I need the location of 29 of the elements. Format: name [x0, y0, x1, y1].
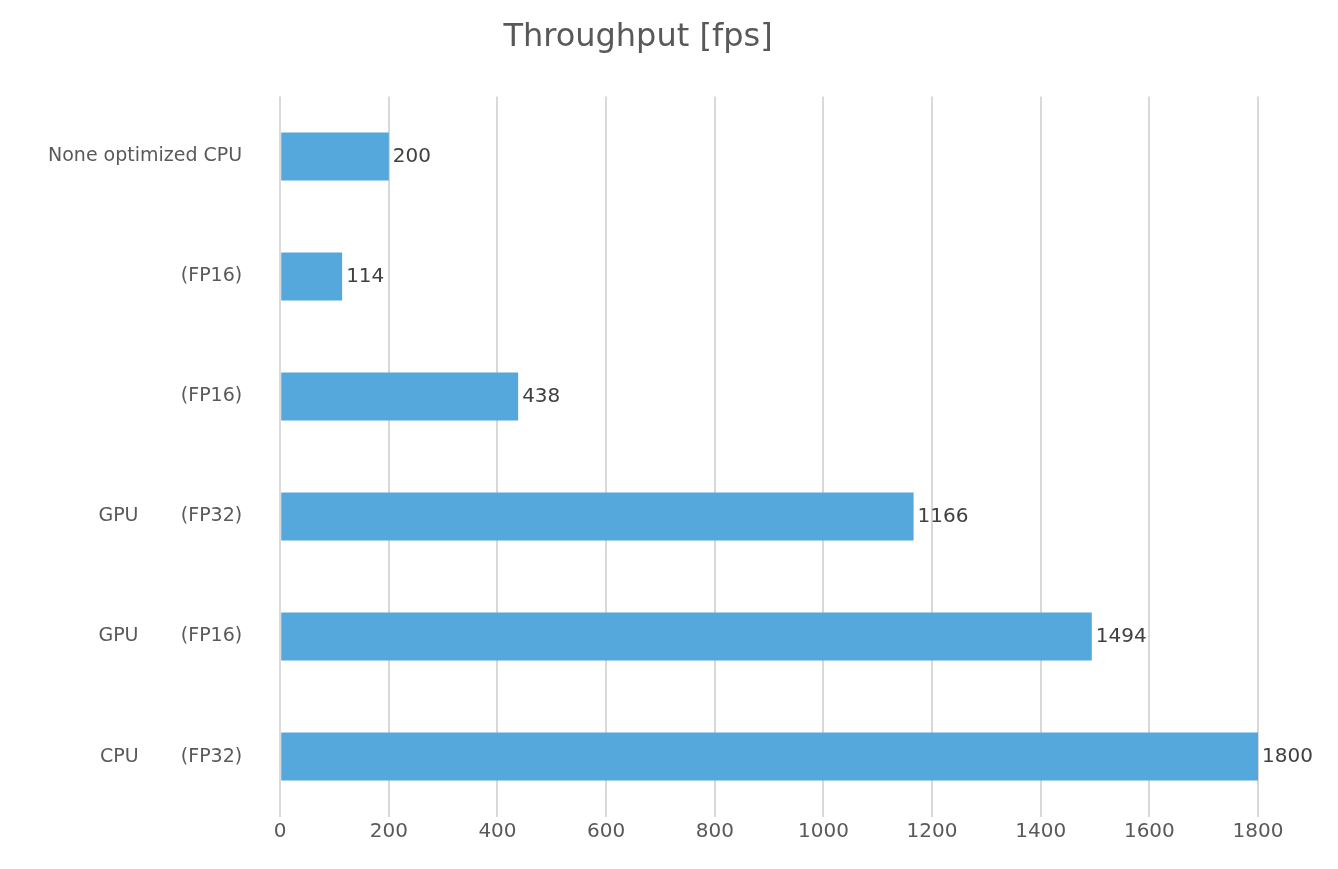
x-tick-label: 400 [478, 817, 517, 842]
bar [281, 492, 914, 541]
x-tick-label: 1000 [797, 817, 849, 842]
bar [281, 732, 1258, 781]
x-tick-label: 1600 [1123, 817, 1175, 842]
x-tick-label: 1400 [1015, 817, 1067, 842]
y-tick-label: None optimized CPU [48, 143, 243, 166]
bar [281, 372, 519, 421]
data-label: 1800 [1262, 742, 1313, 767]
bar [281, 252, 343, 301]
data-label: 1166 [917, 502, 969, 527]
y-tick-label: (FP16) [180, 263, 243, 286]
bar [281, 132, 389, 181]
x-tick-label: 800 [695, 817, 734, 842]
x-tick-label: 1800 [1232, 817, 1284, 842]
x-tick-label: 1200 [906, 817, 958, 842]
data-label: 200 [392, 142, 432, 167]
chart-title: Throughput [fps] [502, 15, 773, 54]
data-label: 438 [522, 382, 561, 407]
bar [281, 612, 1092, 661]
y-tick-label: GPU (FP32) [98, 503, 243, 526]
x-tick-label: 200 [369, 817, 408, 842]
y-tick-label: CPU (FP32) [99, 743, 243, 766]
x-tick-label: 600 [587, 817, 626, 842]
data-label: 1494 [1095, 622, 1147, 647]
y-tick-label: (FP16) [180, 383, 243, 406]
data-label: 114 [346, 262, 385, 287]
y-tick-label: GPU (FP16) [98, 623, 243, 646]
x-tick-label: 0 [273, 817, 287, 842]
